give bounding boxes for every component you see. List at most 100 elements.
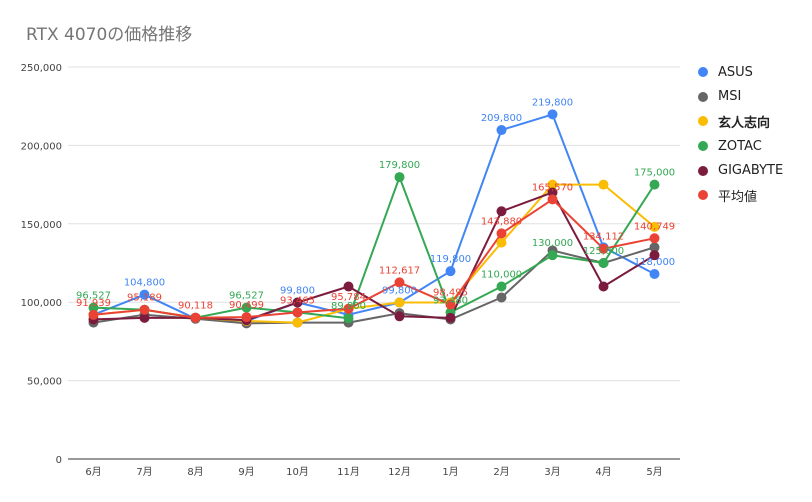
legend-marker-icon: [698, 91, 708, 102]
data-point-5: [139, 304, 150, 315]
y-tick-label: 150,000: [21, 220, 62, 231]
data-label: 96,527: [229, 291, 264, 302]
data-label: 130,000: [532, 238, 573, 249]
data-point-5: [190, 312, 201, 323]
chart-title: RTX 4070の価格推移: [26, 25, 193, 45]
data-point-2: [547, 179, 558, 190]
x-tick-label: 9月: [238, 466, 254, 478]
legend-item: GIGABYTE: [698, 158, 783, 183]
data-point-2: [598, 179, 609, 190]
data-point-4: [394, 311, 405, 322]
data-label: 119,800: [430, 254, 471, 265]
data-label: 90,118: [178, 301, 213, 312]
data-point-2: [649, 221, 660, 232]
data-label: 90,499: [229, 300, 264, 311]
data-point-2: [292, 317, 303, 328]
data-label: 118,000: [634, 257, 675, 268]
series-line-0: [93, 113, 655, 322]
x-tick-label: 3月: [544, 466, 560, 478]
data-label: 209,800: [481, 113, 522, 124]
data-point-5: [292, 307, 303, 318]
legend-marker-icon: [698, 67, 708, 78]
data-point-3: [649, 179, 660, 190]
legend-label: MSI: [718, 89, 742, 105]
legend-label: ASUS: [718, 64, 753, 80]
data-label: 91,939: [76, 298, 111, 309]
data-point-4: [598, 281, 609, 292]
data-point-0: [445, 266, 456, 277]
data-point-3: [496, 281, 507, 292]
data-label: 143,880: [481, 216, 522, 227]
legend-item: ZOTAC: [698, 134, 783, 159]
data-label: 95,189: [127, 293, 162, 304]
legend-item: MSI: [698, 85, 783, 110]
data-point-2: [496, 237, 507, 248]
data-point-0: [139, 289, 150, 300]
data-point-5: [343, 303, 354, 314]
y-tick-label: 250,000: [21, 63, 62, 74]
data-point-4: [445, 312, 456, 323]
data-label: 99,800: [280, 286, 315, 297]
data-point-3: [241, 302, 252, 313]
data-point-5: [445, 299, 456, 310]
data-label: 140,749: [634, 221, 675, 232]
legend-marker-icon: [698, 116, 708, 127]
x-tick-label: 2月: [493, 466, 509, 478]
data-label: 179,800: [379, 160, 420, 171]
x-tick-label: 5月: [646, 466, 662, 478]
data-point-4: [139, 312, 150, 323]
legend-label: 玄人志向: [718, 115, 771, 131]
x-tick-label: 1月: [442, 466, 458, 478]
legend-label: ZOTAC: [718, 138, 762, 154]
data-label: 134,112: [583, 232, 624, 243]
data-point-4: [292, 297, 303, 308]
legend-marker-icon: [698, 165, 708, 176]
x-tick-label: 12月: [388, 466, 411, 478]
legend-marker-icon: [698, 190, 708, 201]
x-tick-label: 11月: [337, 466, 360, 478]
legend-item: 玄人志向: [698, 109, 783, 134]
x-tick-label: 8月: [187, 466, 203, 478]
data-point-2: [394, 297, 405, 308]
data-point-5: [649, 233, 660, 244]
data-point-4: [343, 281, 354, 292]
data-point-5: [88, 309, 99, 320]
legend-label: GIGABYTE: [718, 163, 784, 179]
data-label: 93,480: [433, 295, 468, 306]
data-label: 112,617: [379, 265, 420, 276]
legend-item: 平均値: [698, 183, 783, 208]
legend-item: ASUS: [698, 60, 783, 85]
data-point-4: [547, 187, 558, 198]
data-point-0: [496, 125, 507, 136]
data-point-4: [649, 250, 660, 261]
data-point-1: [649, 242, 660, 253]
data-point-5: [598, 243, 609, 254]
data-label: 219,800: [532, 97, 573, 108]
x-tick-label: 4月: [595, 466, 611, 478]
data-label: 125,000: [583, 246, 624, 257]
data-point-5: [547, 194, 558, 205]
data-label: 110,000: [481, 270, 522, 281]
x-tick-label: 10月: [286, 466, 309, 478]
data-point-4: [496, 206, 507, 217]
data-label: 96,527: [76, 291, 111, 302]
data-point-5: [241, 312, 252, 323]
data-label: 93,465: [280, 295, 315, 306]
series-line-5: [93, 198, 655, 319]
data-label: 104,800: [124, 278, 165, 289]
data-point-3: [547, 250, 558, 261]
data-label: 175,000: [634, 168, 675, 179]
y-tick-label: 100,000: [21, 298, 62, 309]
x-tick-label: 6月: [85, 466, 101, 478]
data-label: 89,800: [331, 301, 366, 312]
x-tick-label: 7月: [136, 466, 152, 478]
y-tick-label: 50,000: [27, 377, 62, 388]
data-point-0: [547, 109, 558, 120]
data-label: 165,570: [532, 182, 573, 193]
data-point-3: [394, 172, 405, 183]
data-label: 95,784: [331, 292, 366, 303]
data-point-0: [649, 268, 660, 279]
data-point-3: [598, 258, 609, 268]
